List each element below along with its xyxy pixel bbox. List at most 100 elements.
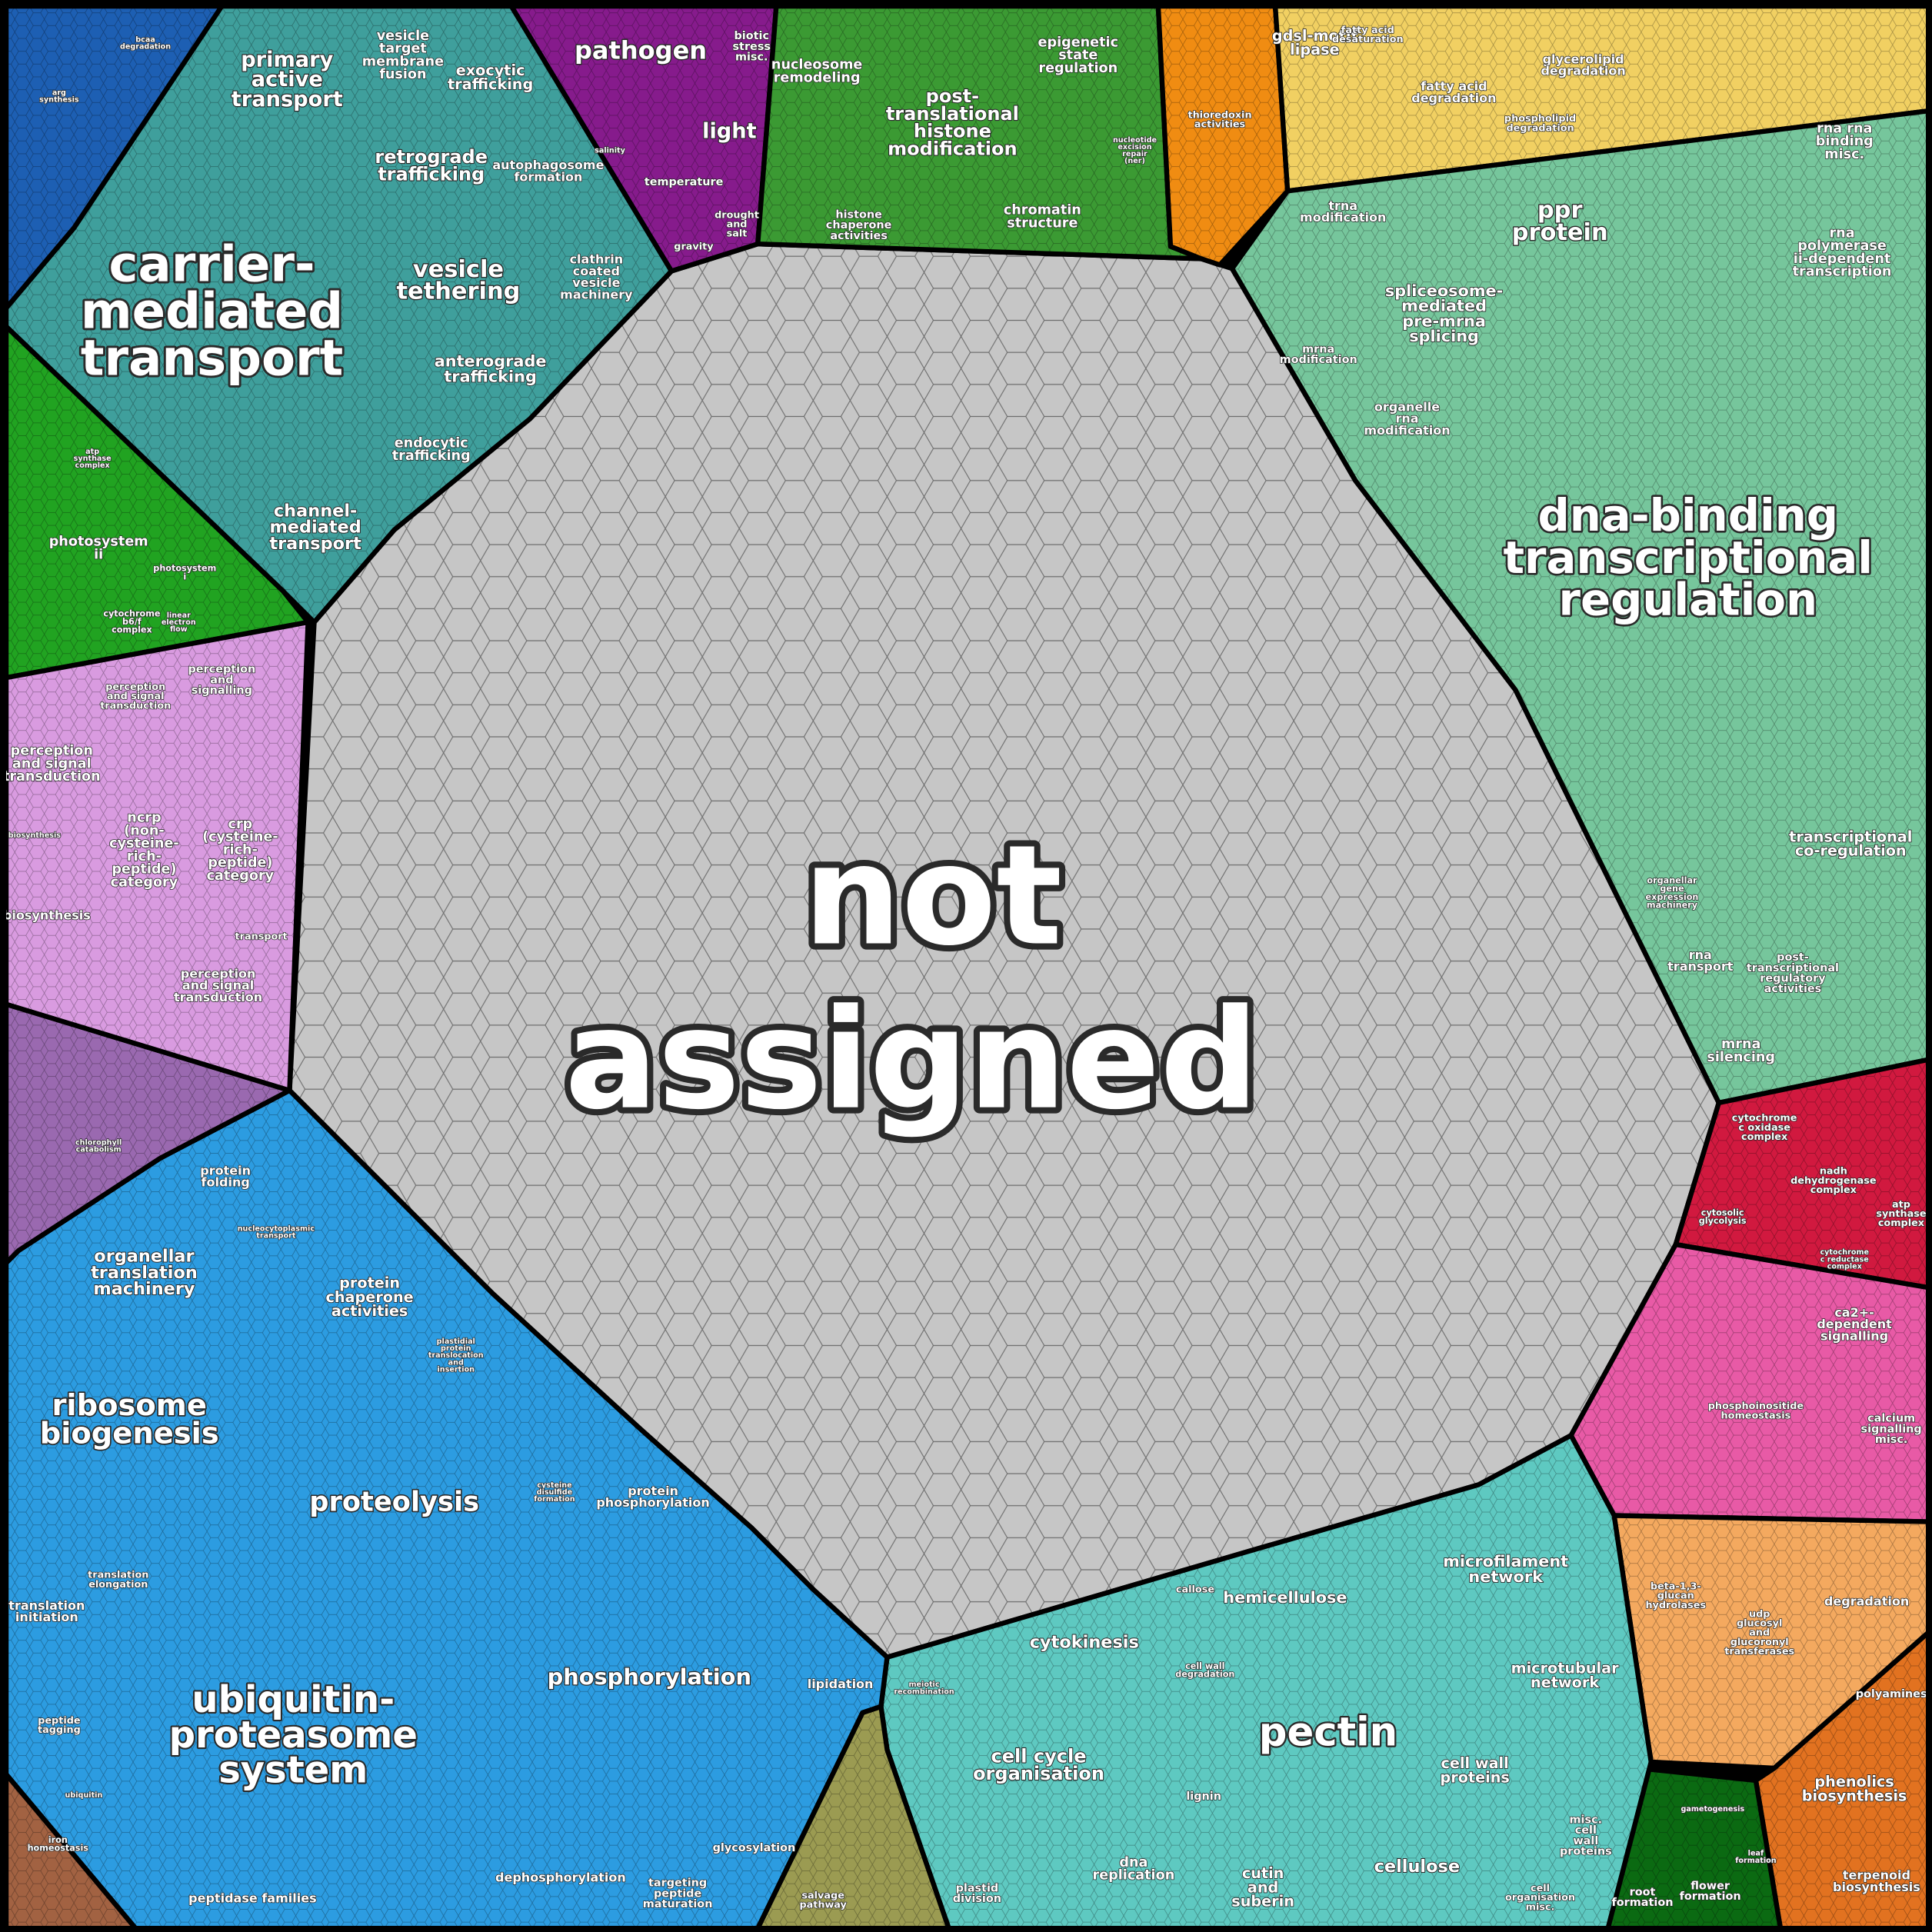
region-label: biosynthesis [3,908,91,922]
region-label: protein chaperone activities [325,1274,413,1320]
region-label: bcaa degradation [120,36,171,52]
region-label: iron homeostasis [28,1835,89,1854]
region-label: cell wall degradation [1175,1661,1234,1680]
region-label: vesicle target membrane fusion [362,28,444,82]
region-label: vesicle tethering [397,255,521,305]
region-label: nadh dehydrogenase complex [1790,1165,1877,1195]
region-label: lignin [1186,1790,1221,1803]
region-label: anterograde trafficking [435,352,547,386]
region-label: microtubular network [1511,1659,1620,1690]
region-label: rna polymerase ii-dependent transcription [1793,225,1892,279]
region-label: ubiquitin [65,1791,103,1800]
region-label: drought and salt [715,209,759,239]
region-label: salinity [595,146,626,155]
region-label: salvage pathway [799,1890,847,1910]
region-label: mrna silencing [1707,1037,1775,1065]
region-label: protein folding [200,1163,251,1189]
region-label: beta-1,3-glucan hydrolases [1645,1581,1706,1611]
region-label: cell wall proteins [1440,1754,1509,1786]
region-label: organellar gene expression machinery [1646,875,1699,910]
region-label: phosphoinositide homeostasis [1708,1401,1804,1421]
region-label: fatty acid degradation [1411,78,1496,105]
region-label: cytochrome c reductase complex [1820,1248,1869,1271]
region-label: callose [1176,1584,1214,1595]
region-label: root formation [1612,1886,1674,1909]
region-label: spliceosome-mediated pre-mrna splicing [1385,281,1503,345]
region-label: not [803,816,1062,977]
region-label: terpenoid biosynthesis [1833,1867,1920,1894]
region-label: perception and signal transduction [3,744,101,784]
region-label: microfilament network [1443,1552,1568,1586]
region-label: endocytic trafficking [392,435,471,464]
regions [3,3,1931,1931]
region-label: gdsl-motif lipase [1272,26,1358,58]
region-label: trna modification [1300,198,1386,224]
region-label: chromatin structure [1004,203,1081,232]
region-label: calcium signalling misc. [1861,1413,1922,1446]
region-label: primary active transport [232,48,343,112]
region-label: polyamines [1856,1688,1927,1700]
region-label: nucleocytoplasmic transport [238,1224,315,1240]
region-label: transport [235,931,288,942]
region-label: ncrp (non-cysteine-rich-peptide) category [109,811,179,891]
region-label: targeting peptide maturation [643,1877,713,1910]
region-label: linear electron flow [162,611,196,634]
region-label: clathrin coated vesicle machinery [560,251,633,301]
region-label: peptidase families [188,1890,317,1905]
region-label: dna replication [1093,1855,1175,1884]
region-label: udp glucosyl and glucoronyl transferases [1724,1608,1794,1657]
region-label: ca2+-dependent signalling [1817,1304,1892,1342]
region-label: phospholipid degradation [1504,113,1576,134]
region-label: rna transport [1667,947,1734,973]
region-label: gametogenesis [1681,1805,1745,1814]
region-label: photosystem ii [49,535,148,563]
region-label: nucleosome remodeling [771,58,863,86]
region-label: arg synthesis [39,88,79,104]
region-label: fatty acid desaturation [1332,24,1404,45]
region-label: cytokinesis [1030,1632,1139,1652]
region-label: hemicellulose [1223,1588,1347,1607]
region-label: peptide tagging [38,1714,81,1735]
region-label: leaf formation [1735,1850,1777,1865]
region-label: cytochrome c oxidase complex [1732,1112,1797,1142]
region-label: atp synthase complex [74,448,112,470]
region-label: exocytic trafficking [448,61,533,92]
region-label: organelle rna modification [1364,399,1450,437]
region-label: ppr protein [1512,196,1608,245]
region-label: perception and signal transduction [174,966,262,1004]
region-label: protein phosphorylation [596,1483,709,1509]
region-label: pathogen [575,35,707,65]
region-label: dephosphorylation [495,1870,626,1884]
region-label: thioredoxin activities [1188,109,1251,130]
region-label: cutin and suberin [1231,1864,1294,1910]
region-label: cytosolic glycolysis [1699,1208,1747,1226]
region-label: mrna modification [1280,344,1357,367]
region-label: gravity [674,241,714,252]
region-label: plastidial protein translocation and inserti… [428,1337,484,1374]
region-label: lipidation [808,1676,874,1690]
region-label: photosystem i [153,564,216,582]
region-label: light [702,119,757,143]
region-label: perception and signalling [188,664,255,697]
region-label: post-translational histone modification [886,85,1019,159]
region-label: epigenetic state regulation [1038,35,1119,75]
region-label: degradation [1824,1594,1909,1608]
region-label: translation elongation [88,1569,148,1590]
region-label: crp (cysteine-rich-peptide) category [202,817,278,884]
region-label: chlorophyll catabolism [75,1138,122,1154]
region-label: post-transcriptional regulatory activities [1747,951,1839,995]
region-label: perception and signal transduction [100,681,171,711]
region-label: retrograde trafficking [375,146,488,185]
region-label: cellulose [1374,1857,1460,1877]
region-label: cell organisation misc. [1505,1882,1575,1912]
region-label: ubiquitin-proteasome system [169,1678,418,1791]
region-label: cytochrome b6/f complex [103,608,161,635]
region-label: phenolics biosynthesis [1802,1773,1907,1804]
region-label: phosphorylation [548,1664,751,1690]
region-label: autophagosome formation [492,158,604,184]
region-label: carrier-mediated transport [81,236,343,387]
region-label: channel-mediated transport [269,501,361,554]
region-label: meiotic recombination [894,1681,954,1696]
